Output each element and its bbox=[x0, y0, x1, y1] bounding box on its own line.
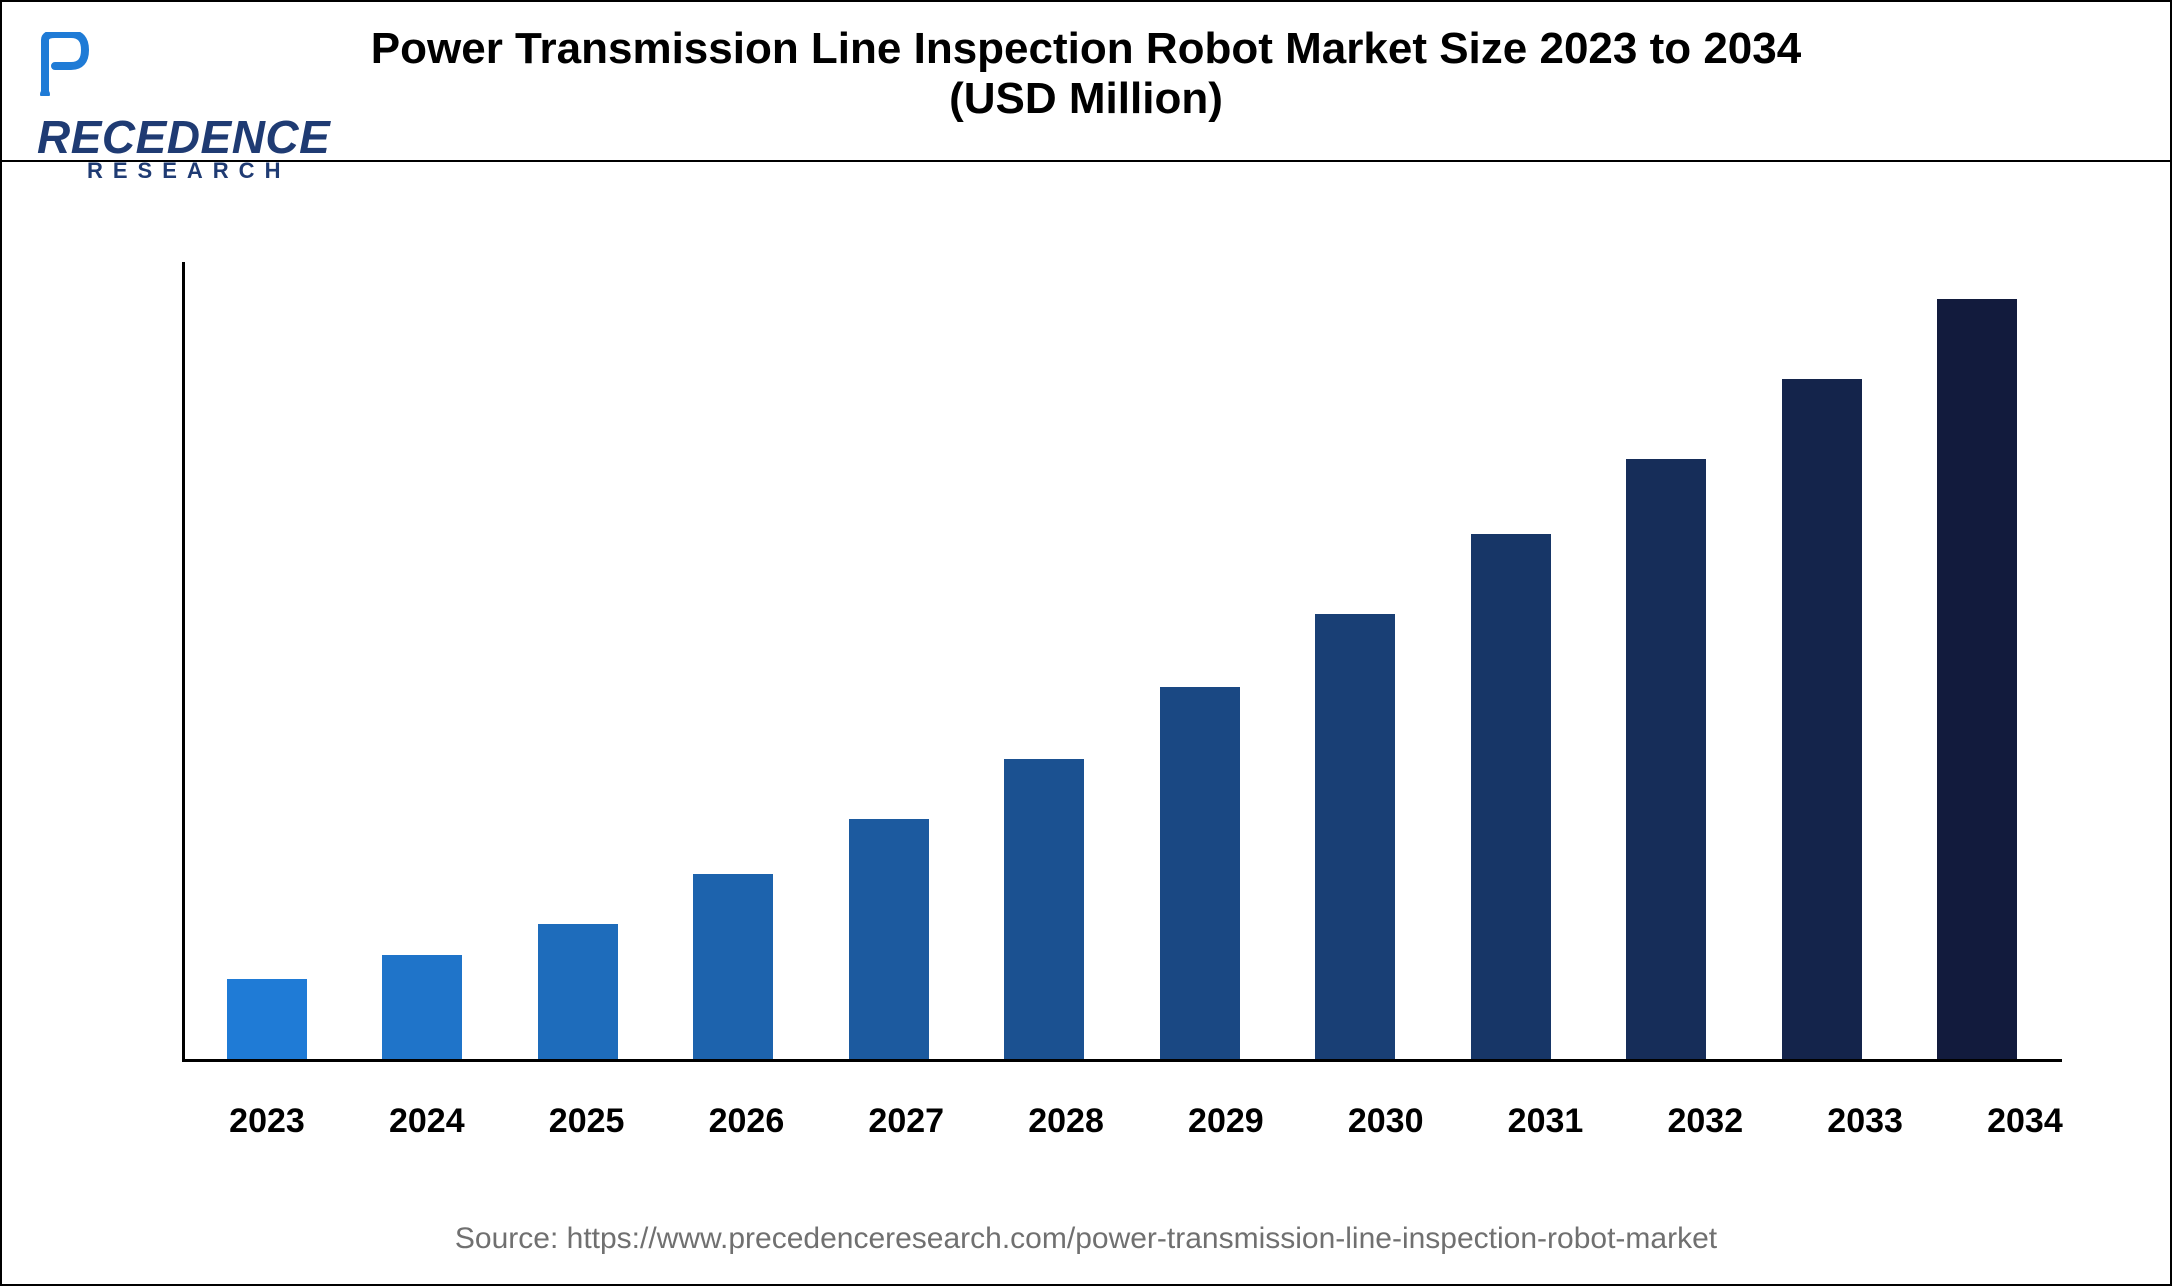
bar bbox=[538, 924, 618, 1059]
bar bbox=[1315, 614, 1395, 1059]
bar-wrap bbox=[1160, 687, 1240, 1059]
bar bbox=[693, 874, 773, 1059]
bar bbox=[1782, 379, 1862, 1059]
bar-wrap bbox=[849, 819, 929, 1059]
chart-plot-area bbox=[182, 262, 2062, 1062]
bar-wrap bbox=[1937, 299, 2017, 1059]
x-axis-label: 2028 bbox=[1026, 1102, 1106, 1141]
bar bbox=[1004, 759, 1084, 1059]
bar bbox=[1471, 534, 1551, 1059]
chart-title: Power Transmission Line Inspection Robot… bbox=[2, 24, 2170, 124]
bar bbox=[1937, 299, 2017, 1059]
bar bbox=[227, 979, 307, 1059]
bar-wrap bbox=[1626, 459, 1706, 1059]
bar-wrap bbox=[382, 955, 462, 1059]
bar-wrap bbox=[1471, 534, 1551, 1059]
source-text: Source: https://www.precedenceresearch.c… bbox=[2, 1222, 2170, 1256]
chart-container: RECEDENCE RESEARCH Power Transmission Li… bbox=[0, 0, 2172, 1286]
x-axis-label: 2023 bbox=[227, 1102, 307, 1141]
x-axis-label: 2031 bbox=[1506, 1102, 1586, 1141]
x-axis-labels: 2023 2024 2025 2026 2027 2028 2029 2030 2031 2032… bbox=[227, 1102, 2065, 1141]
bar-wrap bbox=[1782, 379, 1862, 1059]
x-axis bbox=[182, 1059, 2062, 1062]
x-axis-label: 2033 bbox=[1825, 1102, 1905, 1141]
x-axis-label: 2034 bbox=[1985, 1102, 2065, 1141]
title-line-1: Power Transmission Line Inspection Robot… bbox=[332, 24, 1840, 74]
bar-wrap bbox=[538, 924, 618, 1059]
bar bbox=[382, 955, 462, 1059]
bar bbox=[1160, 687, 1240, 1059]
y-axis bbox=[182, 262, 185, 1062]
title-line-2: (USD Million) bbox=[332, 74, 1840, 124]
bar-wrap bbox=[1315, 614, 1395, 1059]
x-axis-label: 2029 bbox=[1186, 1102, 1266, 1141]
x-axis-label: 2025 bbox=[547, 1102, 627, 1141]
x-axis-label: 2026 bbox=[706, 1102, 786, 1141]
x-axis-label: 2027 bbox=[866, 1102, 946, 1141]
bar bbox=[849, 819, 929, 1059]
x-axis-label: 2024 bbox=[387, 1102, 467, 1141]
bar-wrap bbox=[227, 979, 307, 1059]
bars-group bbox=[227, 262, 2017, 1059]
x-axis-label: 2030 bbox=[1346, 1102, 1426, 1141]
bar-wrap bbox=[693, 874, 773, 1059]
header: RECEDENCE RESEARCH Power Transmission Li… bbox=[2, 2, 2170, 162]
bar-wrap bbox=[1004, 759, 1084, 1059]
bar bbox=[1626, 459, 1706, 1059]
x-axis-label: 2032 bbox=[1665, 1102, 1745, 1141]
